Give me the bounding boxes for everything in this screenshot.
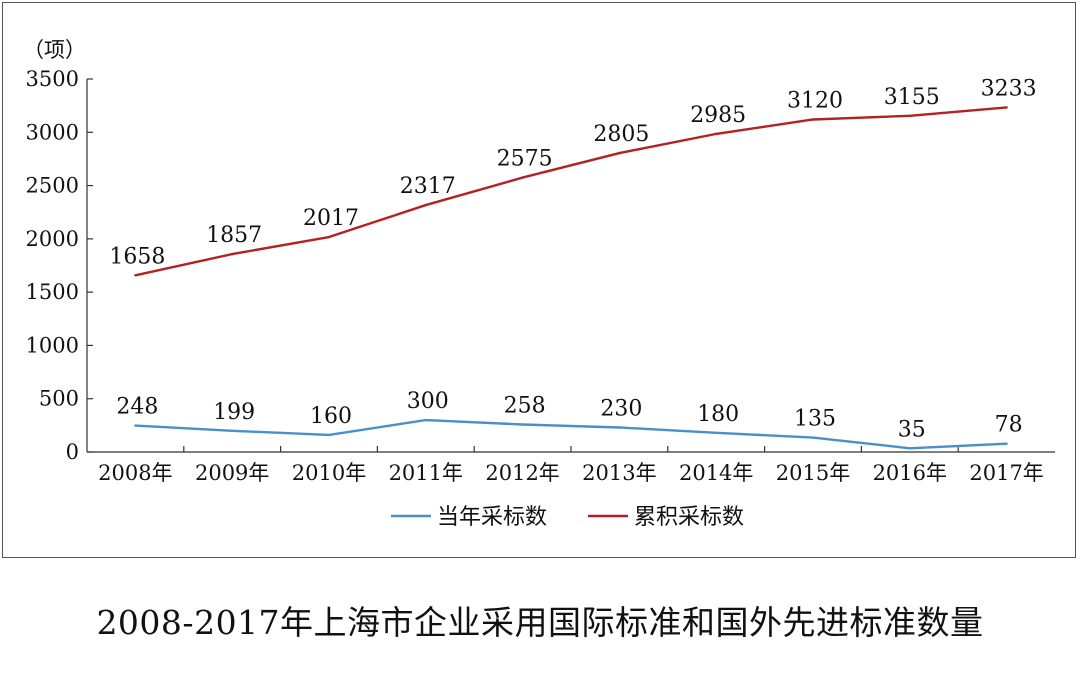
data-point <box>811 118 815 121</box>
x-tick-label: 2013年 <box>582 461 656 485</box>
data-label: 1658 <box>109 244 165 269</box>
data-label: 78 <box>995 413 1023 438</box>
data-point <box>231 429 234 432</box>
data-point <box>231 252 234 256</box>
y-tick-label: 2000 <box>26 227 79 251</box>
data-point <box>134 424 137 427</box>
data-point <box>715 132 718 136</box>
data-point <box>327 433 331 437</box>
data-label: 2985 <box>690 103 746 128</box>
data-point <box>424 203 427 207</box>
data-label: 2575 <box>497 147 553 172</box>
x-tick-label: 2012年 <box>485 461 559 485</box>
x-tick-label: 2008年 <box>98 461 172 485</box>
y-tick-label: 500 <box>39 387 79 411</box>
data-label: 1857 <box>206 223 262 248</box>
x-tick-label: 2017年 <box>969 461 1043 485</box>
data-label: 230 <box>600 396 642 421</box>
data-point <box>618 426 621 429</box>
data-point <box>811 436 815 439</box>
y-tick-label: 1500 <box>26 280 79 304</box>
series-line-2 <box>135 106 1007 277</box>
data-label: 300 <box>407 389 449 414</box>
data-label: 258 <box>504 394 546 419</box>
data-point <box>521 176 524 179</box>
x-tick-label: 2014年 <box>679 461 753 485</box>
figure-caption: 2008-2017年上海市企业采用国际标准和国外先进标准数量 <box>96 603 984 642</box>
legend-label: 当年采标数 <box>437 505 547 530</box>
data-label: 3233 <box>981 76 1037 101</box>
data-label: 2317 <box>400 174 456 199</box>
x-tick-label: 2009年 <box>195 461 269 485</box>
data-point <box>134 274 137 277</box>
data-point <box>908 114 911 117</box>
y-tick-label: 0 <box>66 440 79 464</box>
x-tick-label: 2010年 <box>292 461 366 485</box>
data-label: 248 <box>116 395 158 420</box>
data-point <box>1005 442 1008 445</box>
y-tick-label: 3000 <box>26 120 79 144</box>
data-label: 180 <box>697 402 739 427</box>
data-label: 160 <box>310 404 352 429</box>
series-line-1 <box>135 418 1007 450</box>
chart-frame: （项） 0 500 1000 1500 2000 2500 3000 3500 2008年 2009… <box>2 2 1076 558</box>
data-label: 35 <box>898 417 926 442</box>
data-label: 199 <box>213 400 255 425</box>
y-tick-label: 2500 <box>26 174 79 198</box>
data-label: 3120 <box>787 88 843 113</box>
data-label: 2805 <box>593 122 649 147</box>
data-point <box>715 431 718 435</box>
data-point <box>424 418 427 422</box>
data-label: 3155 <box>884 85 940 110</box>
x-tick-label: 2016年 <box>873 461 947 485</box>
data-point <box>908 447 911 450</box>
data-point <box>618 151 621 155</box>
y-tick-label: 1000 <box>26 333 79 357</box>
x-tick-label: 2015年 <box>776 461 850 485</box>
data-point <box>521 423 524 426</box>
y-axis-label: （项） <box>23 38 86 62</box>
data-label: 135 <box>794 407 836 432</box>
line-chart: （项） 0 500 1000 1500 2000 2500 3000 3500 2008年 2009… <box>23 38 1055 530</box>
data-label: 2017 <box>303 206 359 231</box>
data-point <box>1005 106 1008 109</box>
legend-label: 累积采标数 <box>634 505 744 530</box>
data-point <box>327 235 331 239</box>
y-tick-label: 3500 <box>26 67 79 91</box>
x-tick-label: 2011年 <box>389 461 463 485</box>
